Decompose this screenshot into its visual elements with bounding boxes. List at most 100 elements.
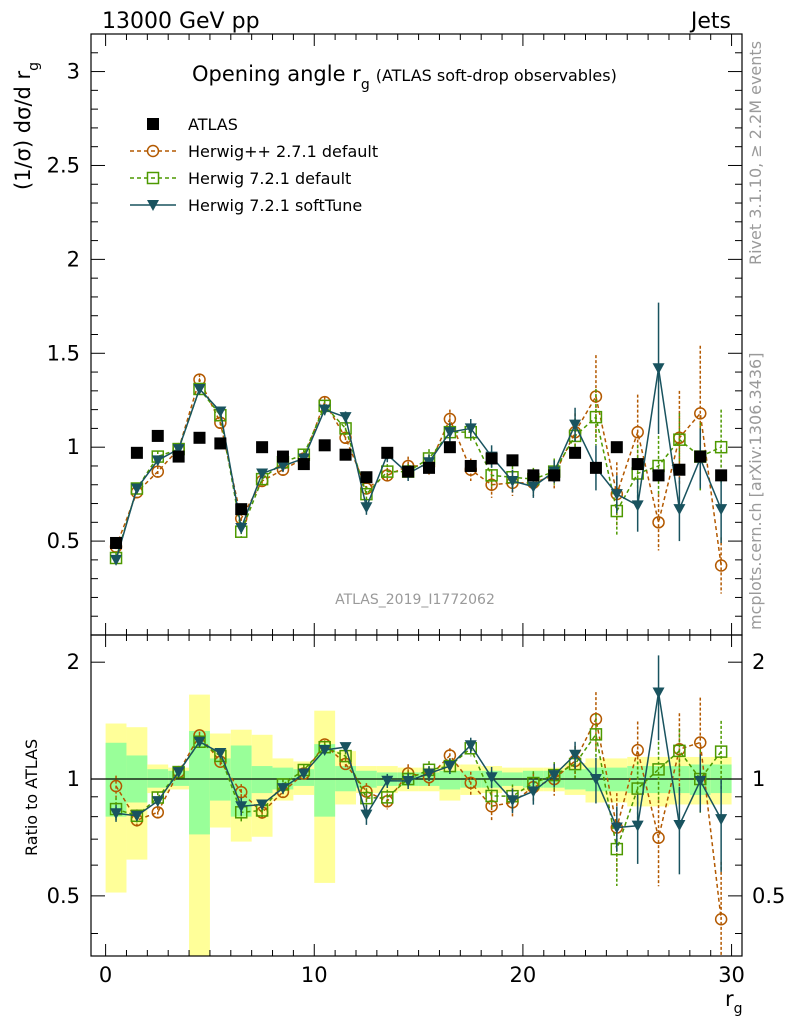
legend: ATLAS Herwig++ 2.7.1 default Herwig 7.2.1 … [130, 115, 378, 215]
softtune-point [402, 775, 415, 787]
herwig27-point [694, 736, 707, 749]
herwig721-point [381, 791, 394, 804]
herwig721-point [673, 744, 686, 758]
softtune-point [172, 444, 185, 456]
softtune-point [485, 772, 498, 784]
series-layer [109, 302, 728, 956]
ratio-uncertainty-bands [91, 694, 742, 956]
softtune-point [151, 796, 164, 808]
softtune-point [423, 768, 436, 780]
y-tick-label-main: 1.5 [47, 341, 80, 365]
softtune-point [360, 809, 373, 821]
atlas-data-point [256, 441, 269, 454]
softtune-point [673, 504, 686, 516]
herwig721-point [589, 728, 603, 741]
softtune-point [110, 554, 123, 566]
softtune-point [506, 475, 519, 487]
category-label: Jets [689, 9, 731, 34]
y-axis-title-ratio: Ratio to ATLAS [22, 739, 41, 856]
chart-title-sub: g [361, 77, 370, 93]
x-axis-title: rg [725, 987, 743, 1017]
series-main-atlas [110, 429, 728, 549]
x-axis-title-sub: g [734, 1001, 743, 1017]
series-line-soft [115, 368, 722, 561]
y-tick-label-ratio-left: 1 [67, 767, 80, 791]
atlas-data-point [214, 437, 227, 450]
softtune-point [527, 481, 540, 493]
chart-title: Opening angle rg (ATLAS soft-drop observa… [192, 62, 617, 93]
y-tick-label-main: 3 [67, 60, 80, 84]
x-tick-label: 10 [301, 963, 328, 987]
herwig27-point [694, 407, 707, 420]
y-tick-label-ratio-right: 2 [752, 650, 765, 674]
series-line-h27 [115, 377, 722, 566]
atlas-data-point [548, 469, 561, 482]
legend-label-atlas: ATLAS [188, 115, 238, 134]
atlas-data-point [235, 503, 248, 516]
herwig721-point [673, 433, 686, 446]
band-inner-bin [314, 744, 336, 817]
atlas-data-point [673, 463, 686, 476]
softtune-point [339, 412, 352, 424]
tick-labels: 0 10 20 30 0.5 1 1.5 2 2.5 3 0.5 0.5 1 1 2 2 [47, 60, 786, 987]
softtune-point [631, 500, 644, 512]
softtune-point [694, 775, 707, 787]
softtune-point [610, 489, 623, 501]
y-tick-label-ratio-left: 2 [67, 650, 80, 674]
y-tick-label-main: 2.5 [47, 153, 80, 177]
herwig721-point [589, 410, 603, 424]
herwig27-point [652, 516, 665, 529]
band-inner-bin [439, 770, 461, 790]
atlas-data-point [527, 469, 540, 482]
atlas-data-point [443, 441, 456, 454]
atlas-data-point [130, 446, 143, 459]
herwig721-point [381, 465, 394, 478]
atlas-data-point [172, 450, 185, 463]
ratio-line-h721 [115, 732, 722, 853]
softtune-point [569, 419, 582, 431]
chart-title-main: Opening angle r [192, 62, 361, 86]
softtune-point [193, 736, 206, 748]
softtune-point [147, 200, 159, 211]
axes-frames [90, 33, 743, 957]
herwig27-point [631, 743, 644, 757]
legend-label-soft: Herwig 7.2.1 softTune [188, 196, 362, 215]
softtune-point [172, 767, 185, 779]
softtune-point [652, 363, 665, 375]
softtune-point [548, 770, 561, 782]
atlas-data-point [715, 469, 728, 482]
herwig721-point [485, 469, 498, 482]
herwig721-point [652, 763, 665, 776]
atlas-data-point [318, 439, 331, 452]
atlas-data-point [569, 446, 582, 459]
softtune-point [610, 822, 623, 834]
softtune-point [256, 799, 269, 811]
softtune-point [464, 423, 477, 435]
ratio-panel-frame [90, 634, 743, 957]
atlas-data-point [110, 536, 123, 549]
herwig27-point [146, 144, 160, 158]
atlas-data-point [193, 431, 206, 444]
x-tick-label: 30 [718, 963, 745, 987]
atlas-data-point [610, 441, 623, 454]
atlas-data-point [652, 469, 665, 482]
atlas-data-point [423, 461, 436, 474]
herwig27-point [464, 776, 477, 790]
softtune-point [527, 786, 540, 798]
y-axis-title-main: (1/σ) dσ/d rg [11, 62, 42, 190]
softtune-point [235, 522, 248, 534]
series-main-h721 [109, 382, 728, 565]
mcplots-label: mcplots.cern.ch [arXiv:1306.3436] [746, 353, 765, 630]
legend-label-h27: Herwig++ 2.7.1 default [188, 142, 378, 161]
softtune-point [276, 460, 289, 472]
analysis-id: ATLAS_2019_I1772062 [335, 592, 495, 608]
atlas-data-point [589, 461, 602, 474]
softtune-point [235, 801, 248, 813]
softtune-point [110, 808, 123, 820]
softtune-point [193, 383, 206, 395]
series-line-h721 [115, 387, 722, 559]
softtune-point [715, 814, 728, 826]
softtune-point [214, 748, 227, 760]
x-axis-title-text: r [725, 987, 734, 1011]
